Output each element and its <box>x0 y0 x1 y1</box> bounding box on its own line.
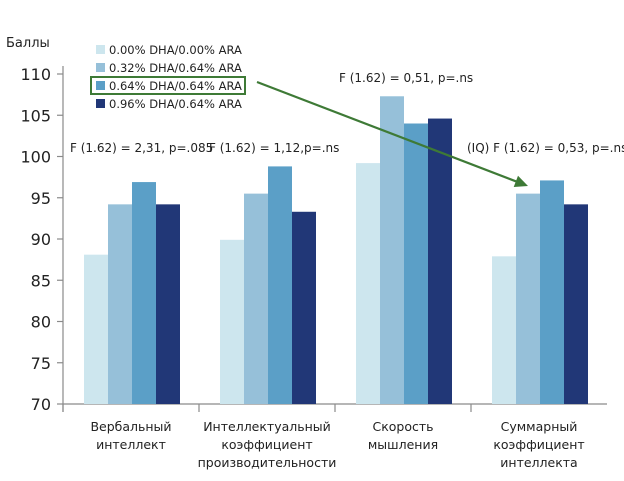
bar <box>564 204 588 404</box>
legend-swatch <box>96 45 105 54</box>
category-label: Скорость <box>372 419 433 434</box>
bar <box>108 204 132 404</box>
bar <box>156 204 180 404</box>
legend-label: 0.96% DHA/0.64% ARA <box>109 97 242 111</box>
legend-highlight-box <box>90 76 246 95</box>
y-tick-label: 70 <box>31 395 51 414</box>
category-label: интеллект <box>96 437 166 452</box>
bar <box>132 182 156 404</box>
category-label: производительности <box>198 455 337 470</box>
bars <box>84 96 588 405</box>
bar <box>292 211 316 404</box>
legend-label: 0.32% DHA/0.64% ARA <box>109 61 242 75</box>
category-label: Вербальный <box>90 419 171 434</box>
legend-swatch <box>96 63 105 72</box>
bar <box>492 256 516 404</box>
y-tick-label: 110 <box>20 65 51 84</box>
bar <box>540 180 564 404</box>
legend: 0.00% DHA/0.00% ARA 0.32% DHA/0.64% ARA 0.… <box>90 43 246 111</box>
legend-swatch <box>96 81 105 90</box>
bar <box>356 163 380 404</box>
y-axis: 70 75 80 85 90 95 100 105 110 <box>20 65 64 414</box>
category-label: мышления <box>368 437 438 452</box>
category-labels: Вербальный интеллект Интеллектуальный коэфф… <box>90 419 584 470</box>
y-tick-label: 105 <box>20 106 51 125</box>
bar <box>220 239 244 404</box>
arrow-line <box>256 80 523 185</box>
x-axis <box>62 403 607 412</box>
y-tick-label: 100 <box>20 148 51 167</box>
y-tick-label: 80 <box>31 313 51 332</box>
annotation-label: F (1.62) = 1,12,p=.ns <box>209 141 339 155</box>
category-label: интеллекта <box>500 455 577 470</box>
y-tick-label: 75 <box>31 354 51 373</box>
category-label: Интеллектуальный <box>203 419 331 434</box>
bar <box>404 123 428 404</box>
y-tick-label: 85 <box>31 271 51 290</box>
category-label: Суммарный <box>501 419 578 434</box>
bar <box>244 193 268 404</box>
annotation-label: F (1.62) = 0,51, p=.ns <box>339 71 473 85</box>
bar <box>268 166 292 404</box>
bar <box>516 193 540 404</box>
legend-swatch <box>96 99 105 108</box>
arrow-head <box>513 175 528 187</box>
bar <box>84 254 108 404</box>
annotation-label: F (1.62) = 2,31, p=.085 <box>70 141 213 155</box>
legend-label: 0.64% DHA/0.64% ARA <box>109 79 242 93</box>
category-label: коэффициент <box>221 437 312 452</box>
legend-label: 0.00% DHA/0.00% ARA <box>109 43 242 57</box>
y-axis-label: Баллы <box>6 36 50 51</box>
y-tick-label: 90 <box>31 230 51 249</box>
y-tick-label: 95 <box>31 189 51 208</box>
bar <box>380 96 404 405</box>
category-label: коэффициент <box>493 437 584 452</box>
highlight-arrow <box>256 80 528 187</box>
bar <box>428 118 452 405</box>
annotation-label: (IQ) F (1.62) = 0,53, p=.ns <box>467 141 624 155</box>
